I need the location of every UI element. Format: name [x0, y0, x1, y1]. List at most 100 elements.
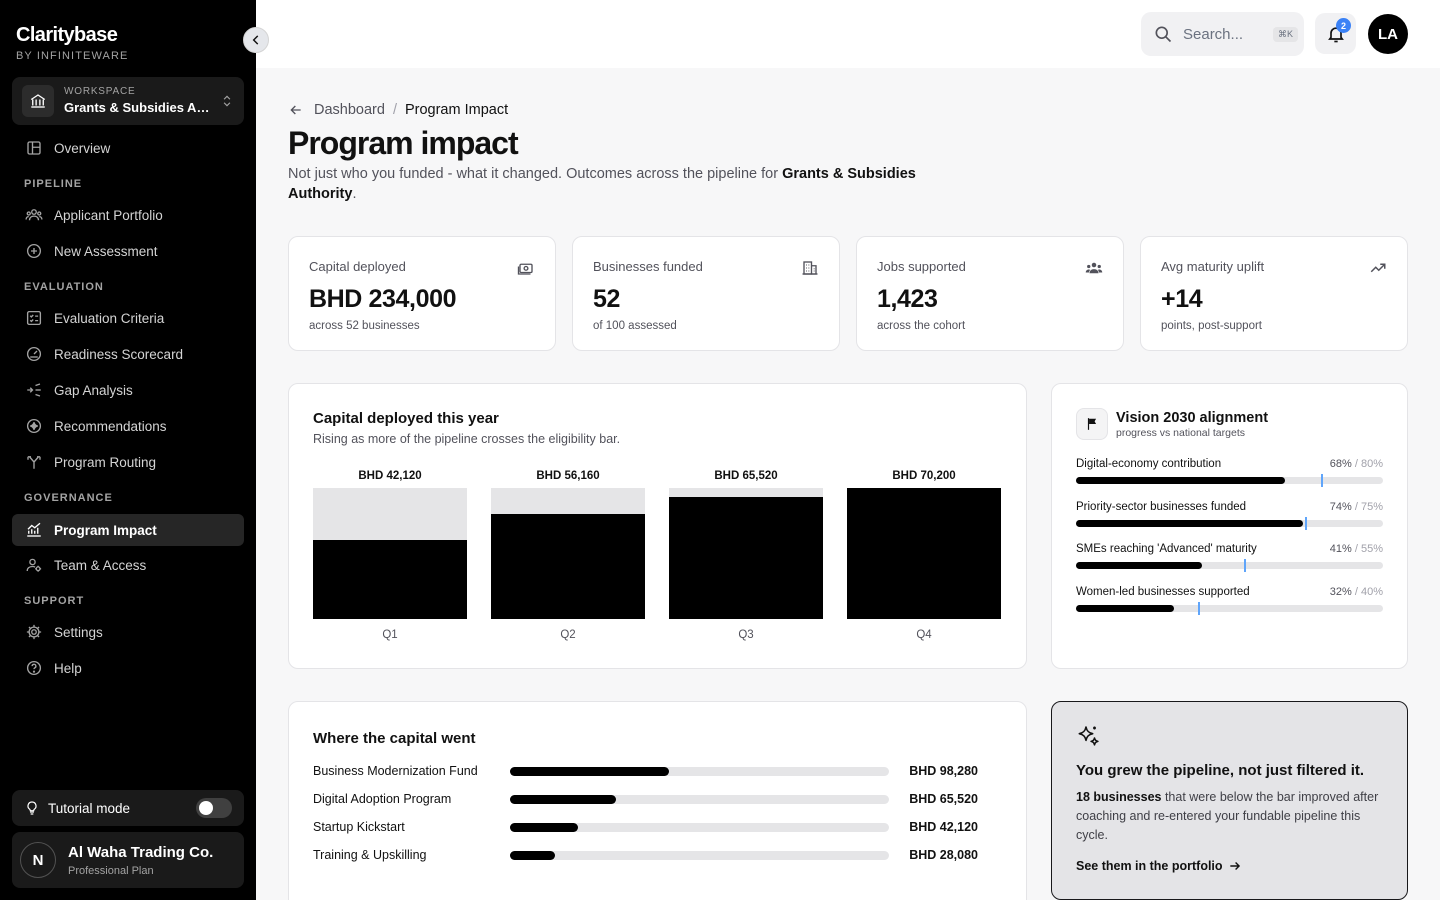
- capital-share-track: [509, 766, 889, 776]
- nav-section-governance: GOVERNANCE: [24, 492, 113, 504]
- sidebar-item-label: Settings: [54, 624, 103, 640]
- vision-metric-percent: 41% / 55%: [1330, 542, 1383, 556]
- sidebar-item-applicant-portfolio[interactable]: Applicant Portfolio: [12, 199, 244, 231]
- vision-metric-label: Priority-sector businesses funded: [1076, 501, 1247, 513]
- capital-share-fill: [509, 822, 578, 832]
- capital-bar-chart: BHD 42,120 Q1 BHD 56,160 Q2 BHD 65,520 Q3 BHD …: [313, 464, 1002, 644]
- topbar: ⌘K 2 LA: [256, 0, 1440, 68]
- capital-split-card: Where the capital went Business Moderniz…: [288, 701, 1027, 900]
- stat-sub: of 100 assessed: [593, 320, 677, 332]
- vision-metric-row: Women-led businesses supported 32% / 40%: [1076, 585, 1383, 615]
- description-end: .: [352, 186, 357, 202]
- chart-title: Capital deployed this year: [313, 410, 499, 427]
- arrow-right-icon: [1228, 859, 1242, 873]
- description-text: Not just who you funded - what it change…: [288, 166, 783, 182]
- workspace-label: WORKSPACE: [64, 86, 136, 97]
- program-amount: BHD 65,520: [909, 792, 979, 806]
- chart-line-icon: [24, 520, 44, 540]
- cash-icon: [517, 259, 535, 277]
- plus-circle-icon: [24, 241, 44, 261]
- account-switcher[interactable]: N Al Waha Trading Co. Professional Plan: [12, 832, 244, 888]
- stat-label: Avg maturity uplift: [1161, 259, 1265, 274]
- sidebar-item-settings[interactable]: Settings: [12, 616, 244, 648]
- sidebar-item-team-access[interactable]: Team & Access: [12, 549, 244, 581]
- capital-split-row: Digital Adoption Program BHD 65,520: [313, 791, 978, 807]
- arrows-in-icon: [24, 380, 44, 400]
- program-amount: BHD 28,080: [909, 848, 979, 862]
- sparkles-icon: [1076, 724, 1383, 748]
- account-name: Al Waha Trading Co.: [68, 843, 214, 861]
- stat-label: Jobs supported: [877, 259, 966, 274]
- vision-metric-value: 32%: [1329, 586, 1352, 598]
- sidebar-item-evaluation-criteria[interactable]: Evaluation Criteria: [12, 302, 244, 334]
- notifications-button[interactable]: 2: [1315, 13, 1356, 54]
- vision-target-marker: [1243, 559, 1246, 572]
- sparkle-circle-icon: [24, 416, 44, 436]
- sidebar-item-recommendations[interactable]: Recommendations: [12, 410, 244, 442]
- sidebar-item-label: New Assessment: [54, 243, 158, 259]
- stat-label: Businesses funded: [593, 259, 703, 274]
- stat-card-capital: Capital deployed BHD 234,000 across 52 b…: [288, 236, 556, 351]
- stat-value: BHD 234,000: [309, 285, 457, 313]
- nav-section-evaluation: EVALUATION: [24, 281, 104, 293]
- bar-category-label: Q2: [560, 629, 576, 641]
- bar-category-label: Q1: [382, 629, 398, 641]
- people-icon: [1085, 259, 1103, 277]
- arrow-left-icon[interactable]: [288, 102, 304, 118]
- see-portfolio-link[interactable]: See them in the portfolio: [1076, 859, 1383, 873]
- tutorial-mode-toggle[interactable]: [196, 798, 232, 818]
- breadcrumb-dashboard[interactable]: Dashboard: [314, 102, 385, 118]
- sidebar-item-program-routing[interactable]: Program Routing: [12, 446, 244, 478]
- stat-value: 1,423: [877, 285, 938, 313]
- bar: [669, 497, 823, 619]
- sidebar-item-label: Readiness Scorecard: [54, 346, 184, 362]
- capital-share-track: [509, 794, 889, 804]
- stat-card-maturity: Avg maturity uplift +14 points, post-sup…: [1140, 236, 1408, 351]
- vision-title: Vision 2030 alignment: [1116, 409, 1269, 426]
- checklist-icon: [24, 308, 44, 328]
- users-icon: [24, 205, 44, 225]
- program-amount: BHD 98,280: [909, 764, 979, 778]
- page-title: Program impact: [288, 125, 519, 161]
- toggle-knob: [199, 801, 213, 815]
- search-box[interactable]: ⌘K: [1141, 12, 1304, 56]
- sidebar-item-overview[interactable]: Overview: [12, 132, 244, 164]
- sidebar-item-label: Program Impact: [54, 522, 157, 538]
- bar-track: [847, 488, 1001, 619]
- vision-progress-fill: [1076, 605, 1175, 612]
- notification-badge: 2: [1336, 18, 1351, 33]
- vision-progress-track: [1076, 474, 1383, 487]
- vision-card: Vision 2030 alignment progress vs nation…: [1051, 383, 1408, 669]
- capital-chart-card: Capital deployed this year Rising as mor…: [288, 383, 1027, 669]
- vision-metric-percent: 32% / 40%: [1330, 585, 1383, 599]
- sidebar-item-gap-analysis[interactable]: Gap Analysis: [12, 374, 244, 406]
- sidebar-item-program-impact[interactable]: Program Impact: [12, 514, 244, 546]
- chart-column: BHD 42,120 Q1: [313, 464, 467, 644]
- vision-metric-value: 41%: [1329, 543, 1352, 555]
- search-input[interactable]: [1183, 25, 1269, 43]
- bar-track: [313, 488, 467, 619]
- gauge-icon: [24, 344, 44, 364]
- vision-metric-target: / 80%: [1351, 458, 1383, 470]
- collapse-sidebar-button[interactable]: [243, 27, 269, 53]
- vision-target-marker: [1320, 474, 1323, 487]
- user-avatar[interactable]: LA: [1368, 14, 1408, 54]
- insight-card: You grew the pipeline, not just filtered…: [1051, 701, 1408, 900]
- capital-share-fill: [509, 794, 616, 804]
- sidebar-item-new-assessment[interactable]: New Assessment: [12, 235, 244, 267]
- chart-subtitle: Rising as more of the pipeline crosses t…: [313, 432, 621, 446]
- breadcrumb: Dashboard / Program Impact: [288, 101, 508, 119]
- trending-up-icon: [1369, 259, 1387, 277]
- nav-section-pipeline: PIPELINE: [24, 178, 83, 190]
- sidebar-item-help[interactable]: Help: [12, 652, 244, 684]
- insight-body-text: that were below the bar improved after c…: [1076, 790, 1379, 842]
- vision-progress-track: [1076, 602, 1383, 615]
- chevron-left-icon: [249, 33, 263, 47]
- bar: [847, 488, 1001, 619]
- sidebar-item-readiness-scorecard[interactable]: Readiness Scorecard: [12, 338, 244, 370]
- vision-metric-label: SMEs reaching 'Advanced' maturity: [1076, 543, 1257, 555]
- workspace-switcher[interactable]: WORKSPACE Grants & Subsidies Authority: [12, 77, 244, 125]
- bar-value-label: BHD 70,200: [892, 470, 956, 482]
- vision-progress-fill: [1076, 562, 1202, 569]
- program-name: Business Modernization Fund: [313, 764, 478, 778]
